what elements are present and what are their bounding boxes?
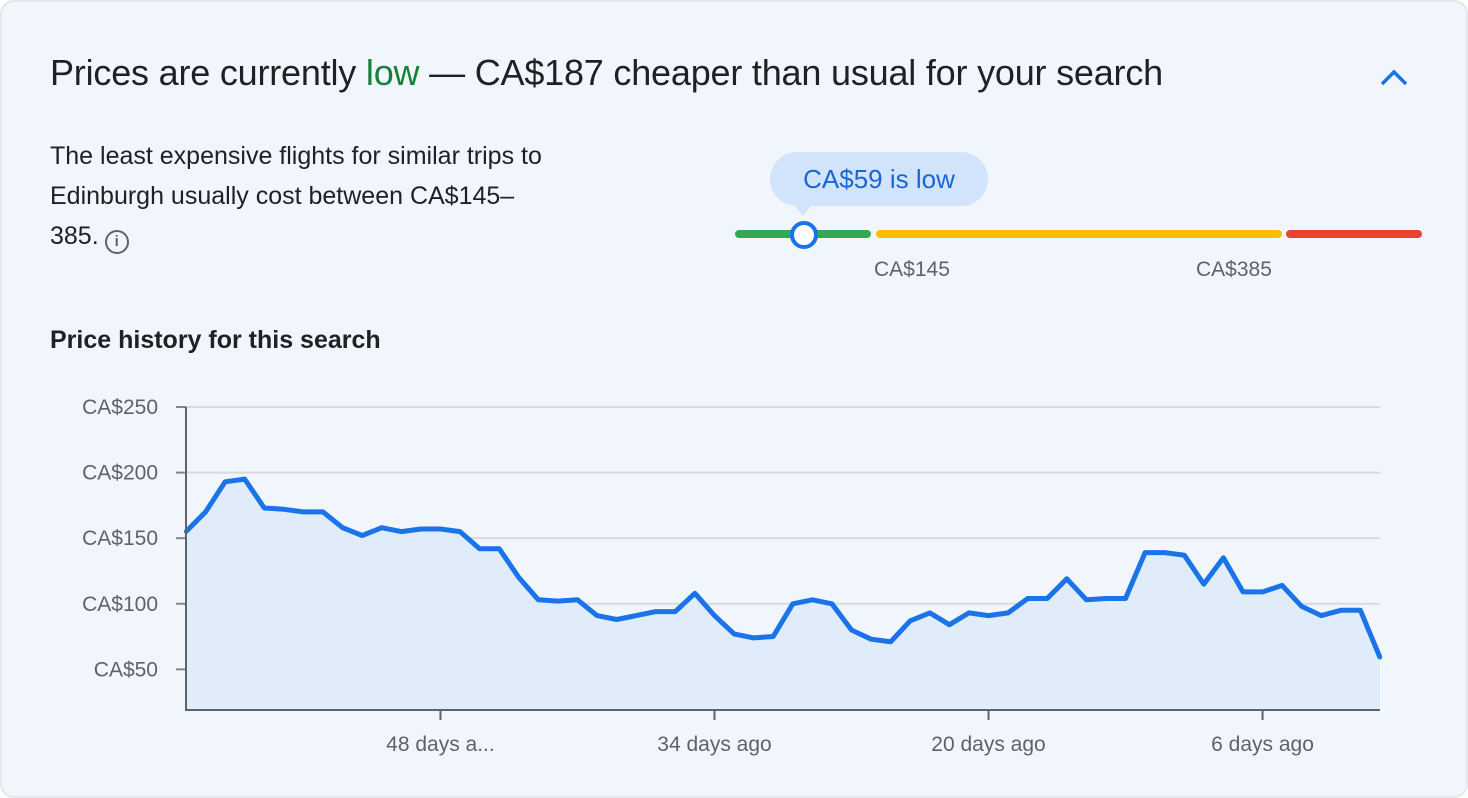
data-point [458, 529, 463, 534]
data-point [203, 509, 208, 514]
data-point [888, 639, 893, 644]
data-point [829, 601, 834, 606]
data-point [614, 617, 619, 622]
data-point [908, 618, 913, 623]
data-point [399, 529, 404, 534]
data-point [360, 533, 365, 538]
data-point [1338, 608, 1343, 613]
data-point [379, 525, 384, 530]
data-point [575, 597, 580, 602]
x-tick-label: 34 days ago [657, 733, 771, 756]
data-point [751, 635, 756, 640]
range-low-label: CA$145 [874, 258, 950, 281]
data-point [1240, 589, 1245, 594]
data-point [1221, 555, 1226, 560]
data-point [869, 637, 874, 642]
data-point [673, 609, 678, 614]
x-tick-label: 48 days a... [386, 733, 495, 756]
headline-prefix: Prices are currently [50, 52, 366, 93]
data-point [1378, 655, 1382, 660]
data-point [1064, 576, 1069, 581]
data-point [1123, 596, 1128, 601]
data-point [536, 597, 541, 602]
data-point [810, 597, 815, 602]
data-point [771, 634, 776, 639]
data-point [477, 546, 482, 551]
data-point [1280, 583, 1285, 588]
range-high-label: CA$385 [1196, 258, 1272, 281]
data-point [1103, 596, 1108, 601]
data-point [438, 526, 443, 531]
data-point [1045, 596, 1050, 601]
data-point [1319, 613, 1324, 618]
history-title: Price history for this search [50, 326, 381, 354]
y-tick-label: CA$100 [82, 593, 158, 616]
y-tick-label: CA$150 [82, 527, 158, 550]
data-point [986, 613, 991, 618]
price-headline: Prices are currently low — CA$187 cheape… [50, 52, 1163, 94]
y-tick-label: CA$250 [82, 396, 158, 419]
data-point [340, 525, 345, 530]
chevron-up-icon [1380, 69, 1408, 86]
data-point [1299, 604, 1304, 609]
data-point [1162, 550, 1167, 555]
data-point [497, 546, 502, 551]
data-point [1006, 610, 1011, 615]
data-point [262, 506, 267, 510]
data-point [692, 591, 697, 596]
data-point [223, 479, 228, 484]
data-point [790, 601, 795, 606]
x-tick-label: 20 days ago [931, 733, 1045, 756]
data-point [634, 613, 639, 618]
data-point [947, 622, 952, 627]
headline-suffix: — CA$187 cheaper than usual for your sea… [419, 52, 1163, 93]
data-point [321, 509, 326, 514]
data-point [242, 477, 247, 482]
data-point [595, 613, 600, 618]
x-tick-label: 6 days ago [1211, 733, 1314, 756]
current-price-marker [790, 221, 818, 249]
data-point [966, 610, 971, 615]
price-level: low [365, 52, 420, 93]
data-point [1084, 597, 1089, 602]
data-point [849, 627, 854, 632]
price-summary: The least expensive flights for similar … [50, 136, 550, 256]
price-area [186, 479, 1380, 710]
price-line [184, 476, 1383, 659]
data-point [516, 575, 521, 580]
data-point [732, 631, 737, 636]
data-point [1358, 608, 1363, 613]
y-tick-label: CA$50 [94, 658, 158, 681]
data-point [1143, 550, 1148, 555]
data-point [712, 613, 717, 618]
current-price-tooltip: CA$59 is low [770, 152, 988, 216]
data-point [927, 610, 932, 615]
data-point [418, 526, 423, 531]
summary-text: The least expensive flights for similar … [50, 142, 542, 250]
range-typical-segment [876, 230, 1282, 238]
data-point [1182, 553, 1187, 558]
y-tick-label: CA$200 [82, 462, 158, 485]
collapse-button[interactable] [1374, 60, 1414, 94]
info-icon[interactable]: i [104, 230, 129, 254]
data-point [301, 509, 306, 514]
data-point [653, 609, 658, 614]
data-point [1025, 596, 1030, 601]
range-high-segment [1286, 230, 1422, 238]
data-point [1201, 582, 1206, 587]
data-point [1260, 589, 1265, 594]
data-point [555, 599, 560, 604]
data-point [281, 507, 286, 512]
